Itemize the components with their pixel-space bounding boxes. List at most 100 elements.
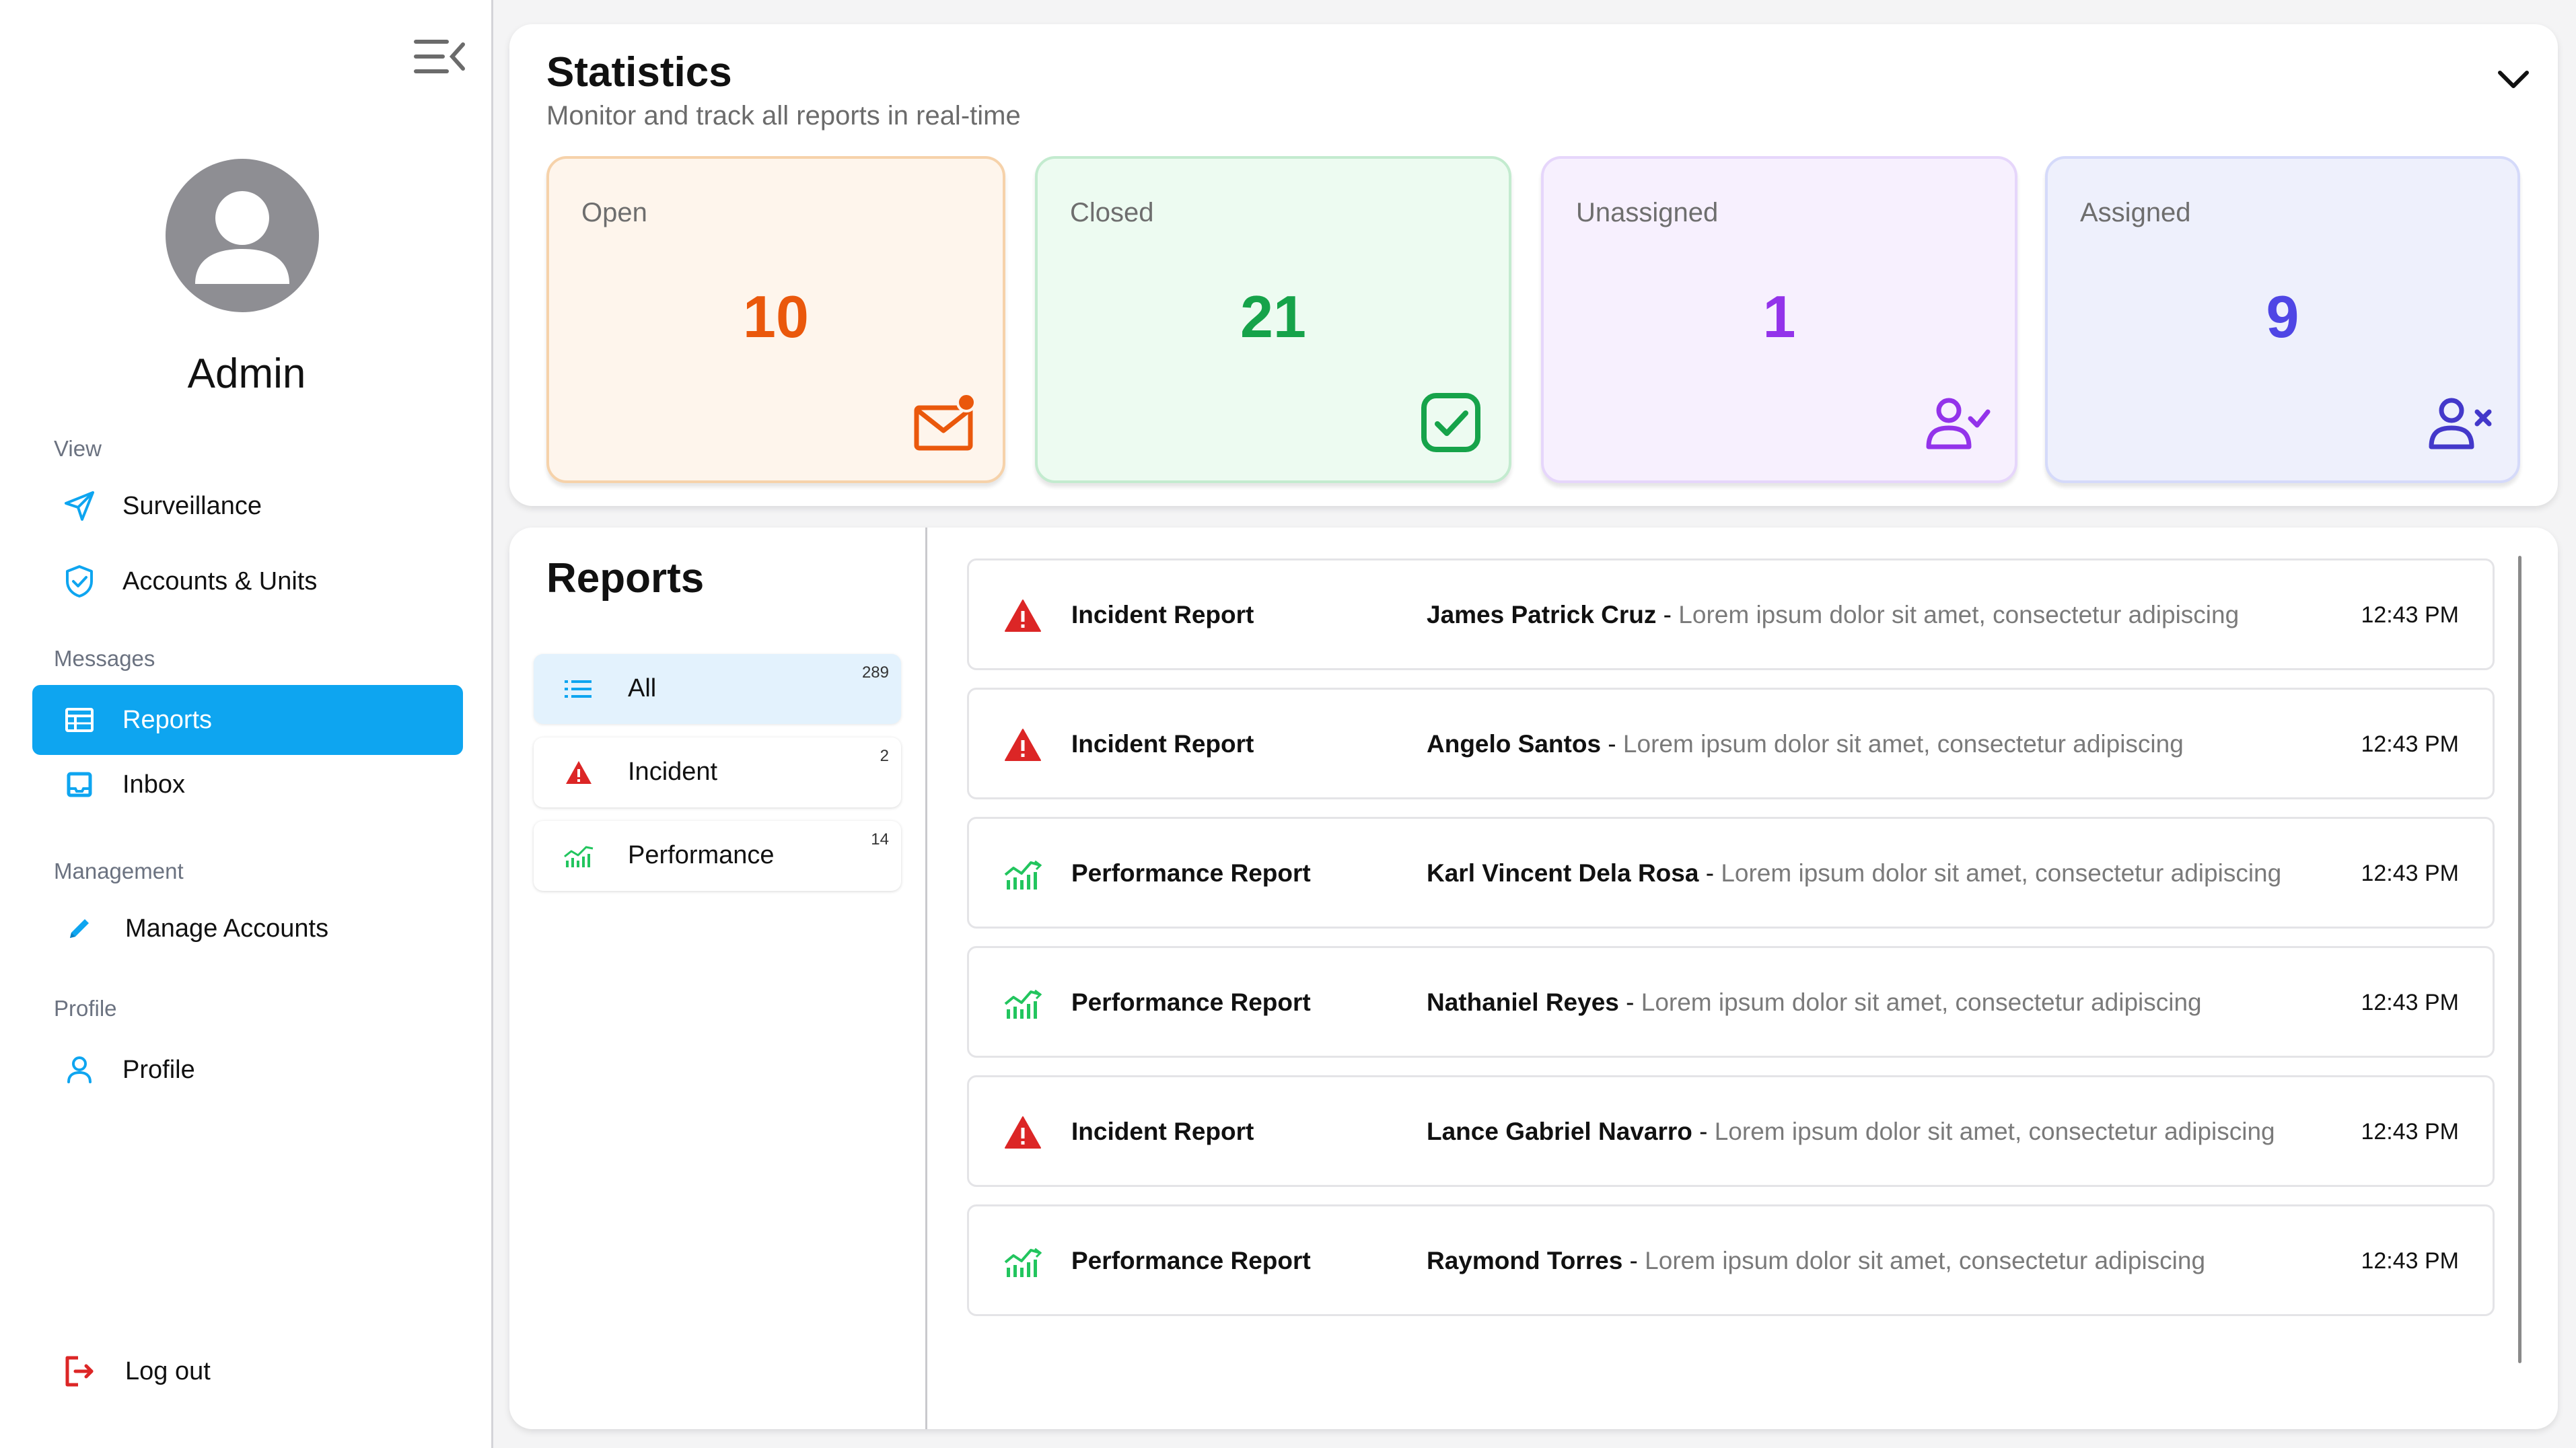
report-time: 12:43 PM — [2361, 861, 2459, 886]
report-message: Nathaniel Reyes - Lorem ipsum dolor sit … — [1427, 988, 2202, 1017]
report-time: 12:43 PM — [2361, 1248, 2459, 1274]
stat-value: 1 — [1762, 283, 1796, 350]
stat-value: 10 — [743, 283, 809, 350]
reporter-name: Nathaniel Reyes — [1427, 988, 1619, 1016]
stat-card-open[interactable]: Open 10 — [546, 156, 1005, 483]
report-type: Performance Report — [1071, 988, 1311, 1016]
report-row[interactable]: Performance Report Raymond Torres - Lore… — [967, 1204, 2495, 1316]
sidebar-item-profile[interactable]: Profile — [32, 1035, 463, 1105]
report-time: 12:43 PM — [2361, 602, 2459, 628]
stat-value: 9 — [2266, 283, 2299, 350]
report-time: 12:43 PM — [2361, 731, 2459, 757]
statistics-panel: Statistics Monitor and track all reports… — [509, 24, 2558, 506]
divider — [925, 528, 927, 1429]
user-remove-icon — [2426, 389, 2493, 456]
scrollbar[interactable] — [2518, 556, 2521, 1363]
sidebar-item-accounts-units[interactable]: Accounts & Units — [32, 546, 463, 616]
collapse-sidebar-icon[interactable] — [412, 36, 468, 77]
report-row[interactable]: Performance Report Nathaniel Reyes - Lor… — [967, 946, 2495, 1058]
warning-icon — [1003, 1113, 1043, 1153]
admin-name: Admin — [187, 351, 306, 397]
sidebar-item-label: Surveillance — [122, 491, 262, 520]
user-avatar-icon — [195, 191, 289, 284]
reporter-name: Angelo Santos — [1427, 730, 1602, 758]
performance-chart-icon — [1003, 1242, 1043, 1282]
report-preview: Lorem ipsum dolor sit amet, consectetur … — [1622, 730, 2184, 758]
statistics-title: Statistics — [546, 49, 732, 96]
reporter-name: James Patrick Cruz — [1427, 601, 1657, 628]
performance-chart-icon — [1003, 984, 1043, 1024]
reporter-name: Raymond Torres — [1427, 1247, 1623, 1274]
statistics-subtitle: Monitor and track all reports in real-ti… — [546, 101, 1021, 131]
warning-icon — [1003, 725, 1043, 766]
list-icon — [562, 672, 596, 706]
separator: - — [1618, 988, 1641, 1016]
reports-title: Reports — [546, 555, 705, 602]
stat-value: 21 — [1240, 283, 1306, 350]
shield-check-icon — [61, 563, 98, 600]
report-type: Performance Report — [1071, 859, 1311, 887]
section-label-messages: Messages — [54, 646, 155, 671]
separator: - — [1601, 730, 1623, 758]
report-preview: Lorem ipsum dolor sit amet, consectetur … — [1645, 1247, 2206, 1274]
sidebar-item-inbox[interactable]: Inbox — [32, 750, 463, 820]
user-check-icon — [1923, 389, 1991, 456]
report-type: Incident Report — [1071, 1118, 1254, 1145]
report-row[interactable]: Performance Report Karl Vincent Dela Ros… — [967, 817, 2495, 929]
report-message: Angelo Santos - Lorem ipsum dolor sit am… — [1427, 730, 2184, 758]
filter-incident[interactable]: Incident 2 — [534, 737, 901, 807]
sidebar: Admin View Surveillance Accounts & Units… — [0, 0, 493, 1448]
report-message: Raymond Torres - Lorem ipsum dolor sit a… — [1427, 1247, 2205, 1275]
warning-icon — [1003, 596, 1043, 637]
sidebar-item-surveillance[interactable]: Surveillance — [32, 471, 463, 541]
sidebar-item-label: Manage Accounts — [125, 914, 329, 943]
stat-card-unassigned[interactable]: Unassigned 1 — [1541, 156, 2017, 483]
report-preview: Lorem ipsum dolor sit amet, consectetur … — [1721, 859, 2282, 887]
filter-count: 14 — [871, 830, 889, 848]
section-label-profile: Profile — [54, 996, 117, 1021]
filter-count: 2 — [880, 747, 889, 765]
report-type: Performance Report — [1071, 1247, 1311, 1274]
filter-label: Incident — [628, 758, 718, 786]
separator: - — [1698, 859, 1721, 887]
separator: - — [1656, 601, 1679, 628]
stat-card-closed[interactable]: Closed 21 — [1035, 156, 1511, 483]
user-icon — [61, 1051, 98, 1089]
separator: - — [1692, 1118, 1715, 1145]
reporter-name: Lance Gabriel Navarro — [1427, 1118, 1692, 1145]
report-time: 12:43 PM — [2361, 990, 2459, 1015]
sidebar-item-label: Accounts & Units — [122, 567, 318, 595]
chevron-down-icon[interactable] — [2493, 59, 2534, 100]
sidebar-item-reports[interactable]: Reports — [32, 685, 463, 755]
report-preview: Lorem ipsum dolor sit amet, consectetur … — [1641, 988, 2202, 1016]
filter-count: 289 — [861, 663, 889, 682]
filter-label: All — [628, 674, 657, 702]
mail-notification-icon — [911, 389, 978, 456]
filter-all[interactable]: All 289 — [534, 654, 901, 724]
logout-button[interactable]: Log out — [32, 1336, 463, 1406]
report-message: Lance Gabriel Navarro - Lorem ipsum dolo… — [1427, 1118, 2275, 1146]
logout-icon — [61, 1352, 98, 1390]
sidebar-item-label: Inbox — [122, 770, 185, 799]
pencil-icon — [61, 910, 98, 947]
stat-label: Assigned — [2080, 198, 2191, 227]
separator: - — [1622, 1247, 1645, 1274]
reporter-name: Karl Vincent Dela Rosa — [1427, 859, 1699, 887]
table-icon — [61, 701, 98, 739]
report-row[interactable]: Incident Report Angelo Santos - Lorem ip… — [967, 688, 2495, 799]
report-type: Incident Report — [1071, 730, 1254, 758]
stat-card-assigned[interactable]: Assigned 9 — [2045, 156, 2520, 483]
report-row[interactable]: Incident Report James Patrick Cruz - Lor… — [967, 558, 2495, 670]
filter-performance[interactable]: Performance 14 — [534, 821, 901, 891]
warning-icon — [562, 756, 596, 789]
report-row[interactable]: Incident Report Lance Gabriel Navarro - … — [967, 1075, 2495, 1187]
stat-label: Open — [581, 198, 647, 227]
send-icon — [61, 487, 98, 525]
sidebar-item-manage-accounts[interactable]: Manage Accounts — [32, 894, 463, 964]
report-preview: Lorem ipsum dolor sit amet, consectetur … — [1714, 1118, 2275, 1145]
performance-chart-icon — [562, 839, 596, 873]
stat-label: Unassigned — [1576, 198, 1719, 227]
filter-label: Performance — [628, 841, 775, 869]
sidebar-item-label: Reports — [122, 705, 213, 734]
avatar — [166, 159, 319, 312]
